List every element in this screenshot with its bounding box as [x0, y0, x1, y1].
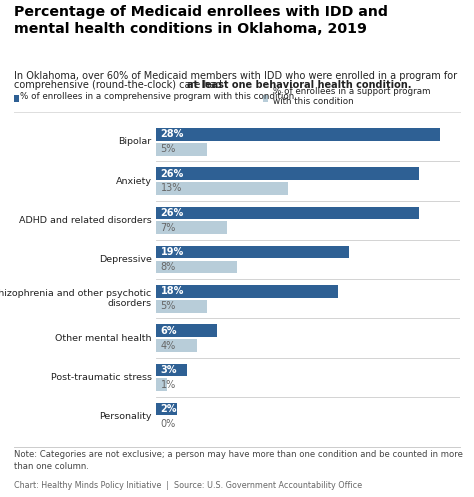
Text: 26%: 26% — [161, 168, 184, 178]
Text: 5%: 5% — [161, 144, 176, 154]
Text: Percentage of Medicaid enrollees with IDD and
mental health conditions in Oklaho: Percentage of Medicaid enrollees with ID… — [14, 5, 388, 36]
Bar — [156, 207, 419, 219]
Text: % of enrollees in a support program
with this condition: % of enrollees in a support program with… — [273, 86, 430, 106]
Text: at least one behavioral health condition.: at least one behavioral health condition… — [187, 80, 412, 89]
Text: 19%: 19% — [161, 247, 184, 257]
Bar — [156, 403, 177, 415]
Bar — [156, 300, 207, 313]
Bar — [156, 246, 348, 258]
Text: Depressive: Depressive — [99, 255, 152, 264]
Bar — [156, 379, 166, 391]
Text: Anxiety: Anxiety — [116, 176, 152, 185]
Text: 2%: 2% — [161, 404, 177, 414]
Text: % of enrollees in a comprehensive program with this condition: % of enrollees in a comprehensive progra… — [20, 92, 294, 101]
Bar — [156, 285, 338, 298]
Text: Chart: Healthy Minds Policy Initiative  |  Source: U.S. Government Accountabilit: Chart: Healthy Minds Policy Initiative |… — [14, 481, 362, 490]
Bar — [156, 143, 207, 156]
Text: Other mental health: Other mental health — [55, 333, 152, 342]
Text: 5%: 5% — [161, 301, 176, 311]
Text: 26%: 26% — [161, 208, 184, 218]
Text: 3%: 3% — [161, 365, 177, 375]
Bar — [156, 167, 419, 180]
Text: 18%: 18% — [161, 286, 184, 296]
Bar — [156, 128, 439, 141]
Text: comprehensive (round-the-clock) care had: comprehensive (round-the-clock) care had — [14, 80, 225, 89]
Bar — [156, 261, 237, 273]
Text: 7%: 7% — [161, 223, 176, 233]
Bar — [156, 325, 217, 337]
Text: In Oklahoma, over 60% of Medicaid members with IDD who were enrolled in a progra: In Oklahoma, over 60% of Medicaid member… — [14, 71, 457, 81]
Bar — [156, 182, 288, 195]
Text: 4%: 4% — [161, 340, 176, 350]
Text: Post-traumatic stress: Post-traumatic stress — [51, 373, 152, 382]
Bar — [156, 364, 187, 376]
Text: 0%: 0% — [161, 419, 176, 429]
Text: 1%: 1% — [161, 380, 176, 390]
Bar — [156, 339, 197, 352]
Text: Personality: Personality — [99, 412, 152, 421]
Text: 8%: 8% — [161, 262, 176, 272]
Text: Schizophrenia and other psychotic
disorders: Schizophrenia and other psychotic disord… — [0, 289, 152, 309]
Text: 6%: 6% — [161, 326, 177, 335]
Text: 13%: 13% — [161, 183, 182, 193]
Bar — [156, 222, 227, 234]
Text: 28%: 28% — [161, 129, 184, 139]
Text: Note: Categories are not exclusive; a person may have more than one condition an: Note: Categories are not exclusive; a pe… — [14, 450, 463, 471]
Text: Bipolar: Bipolar — [118, 137, 152, 146]
Text: ADHD and related disorders: ADHD and related disorders — [19, 216, 152, 225]
